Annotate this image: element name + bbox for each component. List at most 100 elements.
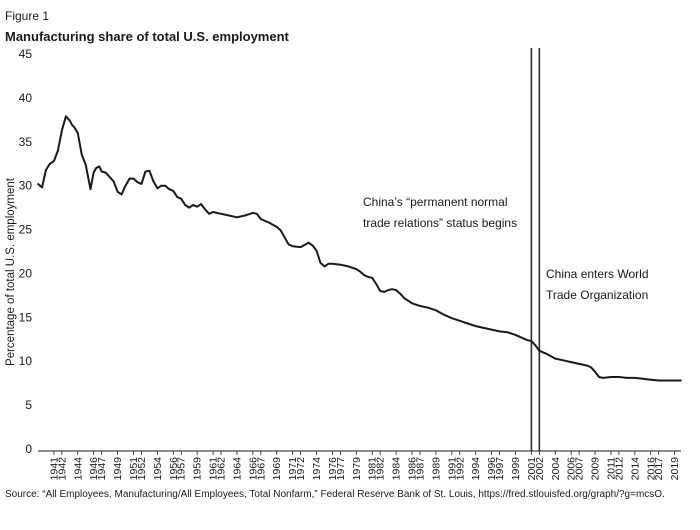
y-tick-label: 0 bbox=[25, 442, 32, 456]
x-tick-label: 1972 bbox=[295, 457, 307, 481]
event-annotation: China enters World bbox=[546, 267, 649, 281]
data-point bbox=[95, 167, 97, 169]
data-point bbox=[71, 124, 73, 126]
data-point bbox=[482, 327, 485, 329]
x-tick-label: 2007 bbox=[574, 457, 586, 481]
data-point bbox=[546, 353, 549, 356]
x-tick-label: 2014 bbox=[629, 457, 641, 481]
data-point bbox=[427, 306, 429, 309]
data-point bbox=[156, 187, 159, 190]
x-tick-label: 2019 bbox=[669, 457, 681, 481]
data-point bbox=[626, 377, 628, 379]
data-point bbox=[132, 177, 135, 180]
data-point bbox=[411, 302, 413, 305]
data-point bbox=[283, 236, 286, 239]
data-point bbox=[172, 190, 175, 192]
data-point bbox=[124, 184, 127, 187]
x-tick-label: 1987 bbox=[414, 457, 426, 481]
data-point bbox=[200, 203, 202, 205]
x-tick-label: 1947 bbox=[96, 457, 108, 481]
y-tick-label: 35 bbox=[19, 135, 33, 149]
event-markers: China’s “permanent normal trade relations… bbox=[363, 48, 649, 451]
data-point bbox=[77, 132, 79, 134]
data-point bbox=[391, 288, 393, 291]
data-point bbox=[220, 213, 222, 215]
data-point bbox=[87, 176, 89, 178]
data-point bbox=[236, 216, 238, 219]
x-tick-label: 1946 bbox=[88, 457, 100, 481]
data-point bbox=[399, 292, 401, 295]
data-point bbox=[57, 149, 59, 152]
x-tick-label: 2016 bbox=[645, 457, 657, 481]
x-tick-label: 1974 bbox=[311, 457, 323, 481]
data-point bbox=[395, 289, 397, 291]
data-point bbox=[538, 349, 541, 352]
data-point bbox=[180, 198, 182, 200]
data-point bbox=[252, 212, 254, 214]
data-point bbox=[69, 119, 71, 122]
series-line bbox=[37, 115, 681, 382]
data-point bbox=[208, 213, 210, 215]
x-tick-label: 1994 bbox=[470, 457, 482, 481]
y-tick-label: 15 bbox=[19, 310, 33, 324]
data-point bbox=[244, 214, 246, 217]
data-point bbox=[41, 186, 43, 189]
x-tick-label: 1999 bbox=[510, 457, 522, 481]
x-tick-label: 1991 bbox=[446, 457, 458, 481]
data-point bbox=[73, 126, 76, 129]
x-tick-label: 1976 bbox=[327, 457, 339, 481]
x-tick-label: 1941 bbox=[48, 457, 60, 481]
data-point bbox=[634, 377, 636, 379]
data-point bbox=[275, 226, 278, 228]
data-point bbox=[665, 379, 668, 382]
x-tick-label: 1984 bbox=[391, 457, 403, 481]
data-point bbox=[268, 221, 270, 224]
data-point bbox=[128, 177, 131, 180]
data-point bbox=[371, 277, 374, 279]
data-point bbox=[116, 191, 119, 193]
data-point bbox=[53, 160, 55, 162]
data-point bbox=[152, 180, 155, 183]
data-point bbox=[104, 171, 107, 174]
series-group bbox=[37, 115, 682, 382]
data-point bbox=[657, 379, 660, 382]
x-tick-label: 2002 bbox=[534, 457, 546, 481]
data-point bbox=[176, 196, 179, 198]
x-tick-label: 1964 bbox=[231, 457, 243, 481]
data-point bbox=[92, 171, 95, 174]
data-point bbox=[598, 376, 600, 378]
event-annotation: trade relations” status begins bbox=[363, 216, 517, 230]
x-tick-label: 1971 bbox=[287, 457, 299, 481]
data-point bbox=[140, 183, 143, 185]
data-point bbox=[112, 180, 115, 183]
data-point bbox=[367, 276, 370, 278]
x-tick-label: 2012 bbox=[613, 457, 625, 481]
y-tick-label: 40 bbox=[19, 91, 33, 105]
x-tick-label: 2006 bbox=[566, 457, 578, 481]
data-point bbox=[526, 339, 529, 342]
data-point bbox=[534, 344, 537, 347]
data-point bbox=[594, 371, 596, 373]
data-point bbox=[65, 115, 67, 118]
data-point bbox=[160, 184, 163, 187]
x-tick-label: 1997 bbox=[494, 457, 506, 481]
data-point bbox=[530, 340, 533, 342]
x-tick-label: 2001 bbox=[526, 457, 538, 481]
x-tick-label: 1979 bbox=[351, 457, 363, 481]
figure-label: Figure 1 bbox=[5, 9, 50, 23]
data-point bbox=[435, 309, 437, 312]
data-point bbox=[680, 379, 682, 382]
x-tick-label: 1959 bbox=[192, 457, 204, 481]
data-point bbox=[443, 313, 445, 316]
y-tick-label: 20 bbox=[19, 266, 33, 280]
data-point bbox=[673, 379, 676, 382]
x-tick-label: 1961 bbox=[208, 457, 220, 481]
x-tick-label: 1981 bbox=[367, 457, 379, 481]
x-tick-label: 1996 bbox=[486, 457, 498, 481]
data-point bbox=[466, 322, 469, 325]
data-point bbox=[339, 263, 342, 266]
data-point bbox=[618, 376, 620, 378]
data-point bbox=[363, 274, 366, 277]
data-point bbox=[590, 366, 592, 369]
